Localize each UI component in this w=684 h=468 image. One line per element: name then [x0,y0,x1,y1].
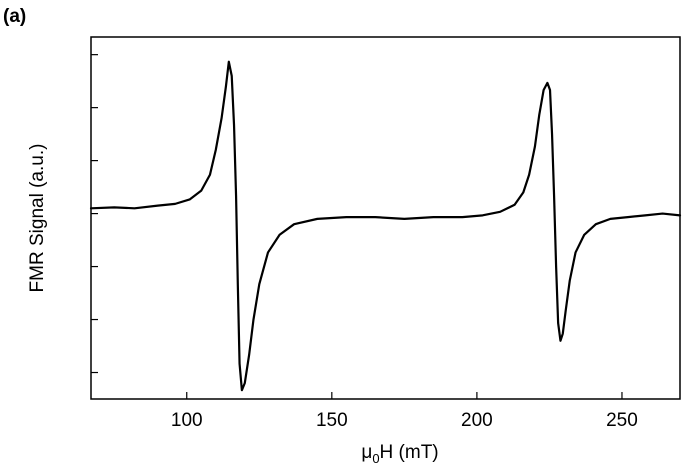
y-ticks [91,54,98,374]
series-line [89,60,682,392]
panel-label: (a) [3,6,26,27]
plot-frame [90,36,681,400]
x-axis-label-sub: 0 [372,451,379,466]
x-tick-labels: 100 150 200 250 [171,410,638,431]
x-tick-label: 100 [171,410,203,431]
x-axis-label: μ0H (mT) [361,442,438,466]
y-axis-label: FMR Signal (a.u.) [27,144,48,293]
x-axis-label-rest: H (mT) [380,442,439,463]
x-ticks [186,392,623,399]
x-axis-label-base: μ [361,442,372,463]
x-tick-label: 150 [316,410,348,431]
x-tick-label: 200 [461,410,493,431]
x-tick-label: 250 [606,410,638,431]
